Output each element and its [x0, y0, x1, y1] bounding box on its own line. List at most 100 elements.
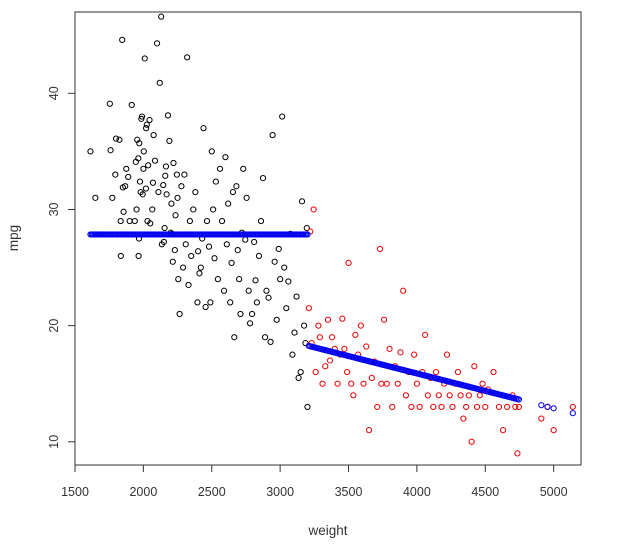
- data-point-light: [173, 171, 180, 178]
- data-point-heavy: [424, 392, 431, 399]
- data-point-light: [208, 148, 215, 155]
- data-point-heavy: [430, 403, 437, 411]
- data-point-heavy: [312, 368, 319, 376]
- x-tick-label: 4000: [403, 485, 431, 499]
- data-point-heavy: [345, 259, 352, 266]
- data-point-light: [155, 188, 162, 196]
- data-point-heavy: [319, 380, 326, 387]
- data-point-heavy: [324, 316, 332, 323]
- fitted-point: [515, 396, 523, 403]
- data-point-heavy: [316, 334, 323, 341]
- data-point-heavy: [350, 392, 357, 399]
- data-point-heavy: [368, 374, 375, 381]
- x-tick-label: 4500: [471, 485, 499, 499]
- data-point-light: [140, 165, 147, 172]
- data-point-light: [162, 172, 169, 179]
- data-point-light: [120, 208, 127, 215]
- data-point-light: [194, 248, 202, 255]
- data-point-light: [283, 305, 290, 312]
- data-point-heavy: [352, 331, 359, 339]
- data-point-heavy: [416, 403, 423, 411]
- data-point-light: [277, 276, 284, 283]
- data-point-heavy: [365, 427, 373, 434]
- data-point-light: [200, 125, 207, 132]
- data-point-light: [184, 54, 191, 61]
- data-point-heavy: [413, 380, 420, 387]
- data-point-heavy: [322, 363, 329, 370]
- data-point-light: [170, 159, 177, 167]
- data-point-heavy: [402, 392, 410, 399]
- data-point-heavy: [468, 438, 475, 445]
- data-point-heavy: [460, 415, 467, 422]
- data-point-heavy: [421, 331, 429, 339]
- data-point-light: [218, 217, 226, 225]
- y-tick-label: 20: [47, 319, 61, 333]
- data-point-light: [257, 217, 265, 225]
- data-point-light: [161, 224, 168, 232]
- data-point-light: [237, 310, 244, 318]
- data-point-heavy: [339, 315, 346, 322]
- data-point-light: [166, 137, 173, 145]
- data-point-light: [146, 116, 153, 124]
- data-point-heavy: [329, 334, 336, 341]
- data-point-light: [210, 206, 217, 213]
- data-point-heavy: [432, 368, 440, 376]
- data-point-light: [135, 155, 142, 162]
- data-point-light: [126, 217, 133, 225]
- data-point-light: [136, 178, 144, 185]
- data-point-heavy: [490, 368, 497, 376]
- x-tick-label: 2000: [129, 485, 157, 499]
- y-axis-label: mpg: [6, 225, 21, 251]
- data-point-heavy: [360, 380, 367, 387]
- y-axis: 10 20 30 40: [47, 86, 76, 449]
- data-point-light: [300, 322, 308, 329]
- data-point-light: [225, 200, 232, 207]
- data-point-heavy: [435, 392, 442, 399]
- data-point-light: [87, 148, 94, 155]
- y-tick-label: 30: [47, 202, 61, 216]
- data-point-light: [202, 303, 209, 311]
- data-point-light: [279, 113, 286, 120]
- data-point-light: [143, 125, 150, 132]
- data-point-light: [182, 241, 189, 248]
- data-point-light: [176, 310, 183, 318]
- data-point-heavy: [471, 363, 478, 370]
- fitted-point: [550, 405, 557, 412]
- data-point-heavy: [334, 380, 341, 387]
- data-point-light: [197, 264, 204, 271]
- data-point-light: [190, 206, 197, 213]
- data-point-light: [92, 194, 99, 201]
- data-point-light: [181, 171, 188, 178]
- data-point-light: [295, 374, 302, 381]
- data-point-light: [203, 217, 211, 225]
- data-point-heavy: [408, 403, 415, 411]
- data-point-heavy: [376, 245, 384, 253]
- data-point-light: [302, 339, 309, 347]
- data-point-light: [143, 121, 150, 128]
- data-point-heavy: [463, 403, 470, 411]
- data-point-light: [171, 247, 178, 254]
- data-point-light: [109, 194, 116, 201]
- data-point-light: [255, 252, 263, 260]
- data-point-light: [207, 299, 214, 306]
- data-point-light: [273, 316, 280, 323]
- data-point-heavy: [326, 357, 334, 364]
- data-point-heavy: [512, 403, 519, 411]
- data-point-heavy: [386, 345, 393, 352]
- data-point-light: [234, 247, 241, 254]
- data-point-light: [293, 293, 300, 300]
- data-point-light: [128, 101, 135, 109]
- data-point-heavy: [514, 450, 521, 457]
- data-point-light: [172, 212, 179, 219]
- data-point-light: [285, 278, 292, 285]
- data-point-light: [211, 255, 218, 262]
- data-point-light: [261, 334, 269, 341]
- data-point-light: [179, 264, 187, 271]
- data-point-light: [243, 194, 250, 201]
- data-point-heavy: [454, 368, 462, 376]
- data-point-light: [150, 132, 157, 139]
- data-point-light: [160, 181, 167, 189]
- data-point-light: [188, 252, 195, 260]
- data-point-light: [216, 165, 224, 172]
